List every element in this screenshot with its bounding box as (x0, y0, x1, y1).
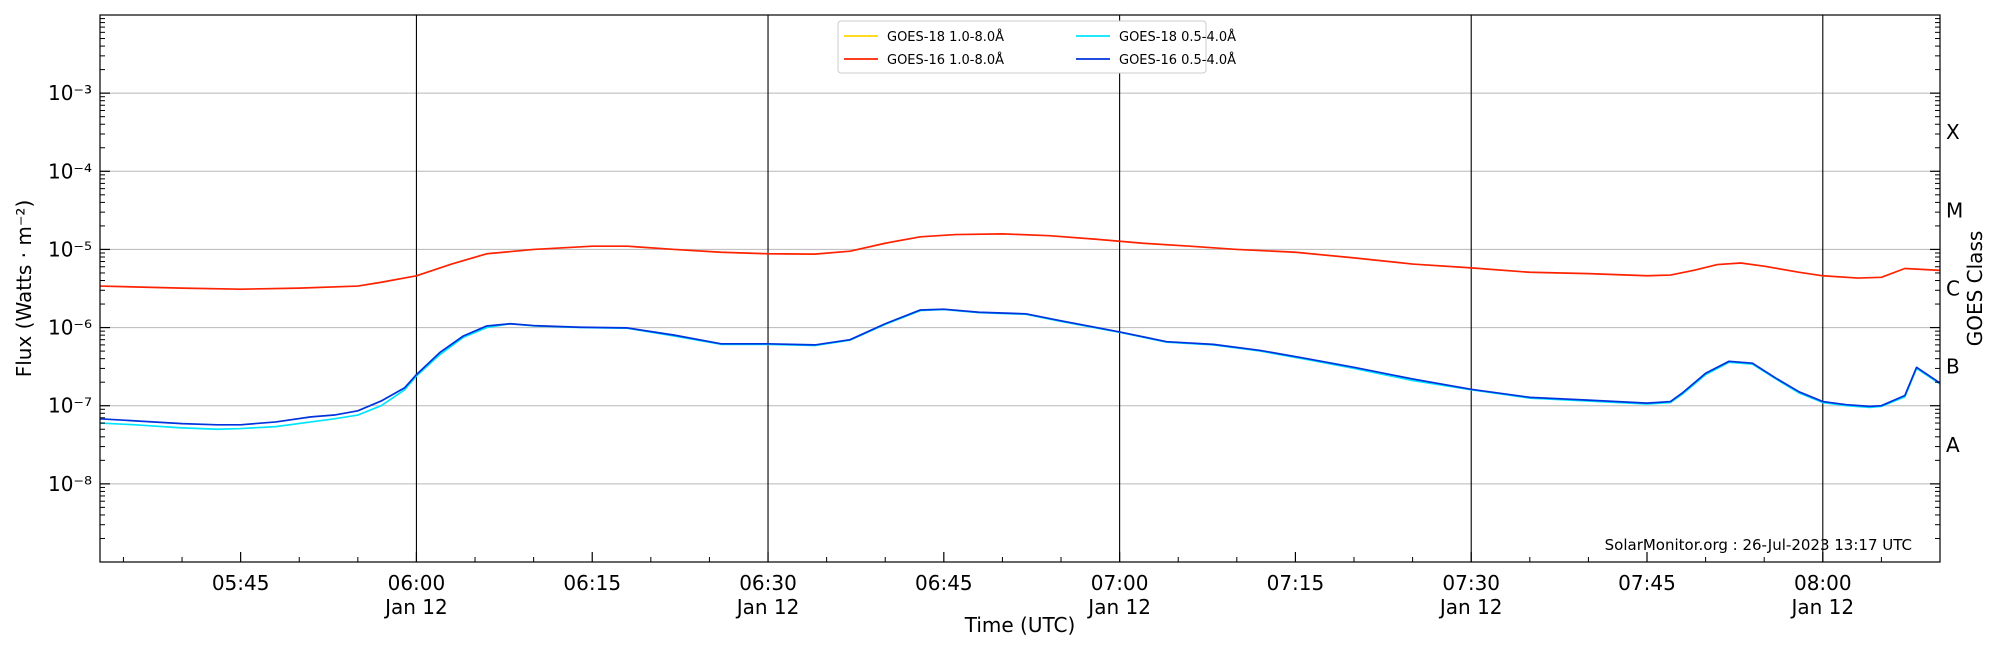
goes-class-label: C (1946, 277, 1960, 301)
x-tick-date-label: Jan 12 (1086, 595, 1151, 619)
x-tick-label: 07:00 (1091, 571, 1149, 595)
x-tick-label: 06:30 (739, 571, 797, 595)
x-tick-label: 05:45 (212, 571, 270, 595)
x-tick-date-label: Jan 12 (1438, 595, 1503, 619)
x-tick-date-label: Jan 12 (735, 595, 800, 619)
series-line-3 (99, 308, 1941, 426)
y2-axis-title: GOES Class (1963, 231, 1987, 347)
series-layer (99, 233, 1941, 431)
y-tick-label: 10⁻⁸ (48, 472, 92, 496)
day-marker-lines (415, 15, 1824, 562)
goes-class-label: B (1946, 355, 1960, 379)
legend-label-1: GOES-16 1.0-8.0Å (887, 52, 1004, 68)
series-line-1 (99, 233, 1941, 291)
x-axis-title: Time (UTC) (964, 613, 1076, 637)
x-tick-date-label: Jan 12 (1789, 595, 1854, 619)
y-tick-label: 10⁻⁵ (48, 237, 92, 261)
watermark-text: SolarMonitor.org : 26-Jul-2023 13:17 UTC (1605, 536, 1912, 554)
y-axis-ticks: 10⁻⁸ 10⁻⁷ 10⁻⁶ 10⁻⁵ 10⁻⁴ 10⁻³ (48, 18, 1940, 539)
legend-label-0: GOES-18 1.0-8.0Å (887, 29, 1004, 45)
goes-class-labels: A B C M X (1946, 120, 1963, 457)
horizontal-gridlines (100, 92, 1940, 485)
goes-class-label: X (1946, 120, 1960, 144)
x-tick-label: 06:00 (388, 571, 446, 595)
x-tick-label: 06:15 (563, 571, 621, 595)
x-tick-label: 07:15 (1267, 571, 1325, 595)
y-tick-label: 10⁻⁶ (48, 316, 92, 340)
legend-label-2: GOES-18 0.5-4.0Å (1119, 29, 1236, 45)
legend-label-3: GOES-16 0.5-4.0Å (1119, 52, 1236, 68)
plot-frame (99, 14, 1941, 563)
x-tick-label: 06:45 (915, 571, 973, 595)
goes-class-label: M (1946, 198, 1963, 222)
legend-box (837, 20, 1207, 74)
x-tick-label: 07:45 (1618, 571, 1676, 595)
y-tick-label: 10⁻⁴ (48, 159, 92, 183)
y-tick-label: 10⁻³ (48, 81, 92, 105)
goes-class-label: A (1946, 433, 1960, 457)
x-tick-label: 07:30 (1442, 571, 1500, 595)
y-tick-label: 10⁻⁷ (48, 394, 92, 418)
y-axis-title: Flux (Watts · m⁻²) (12, 200, 36, 378)
x-tick-label: 08:00 (1794, 571, 1852, 595)
legend: GOES-18 1.0-8.0Å GOES-16 1.0-8.0Å GOES-18 … (837, 20, 1236, 74)
x-tick-date-label: Jan 12 (383, 595, 448, 619)
